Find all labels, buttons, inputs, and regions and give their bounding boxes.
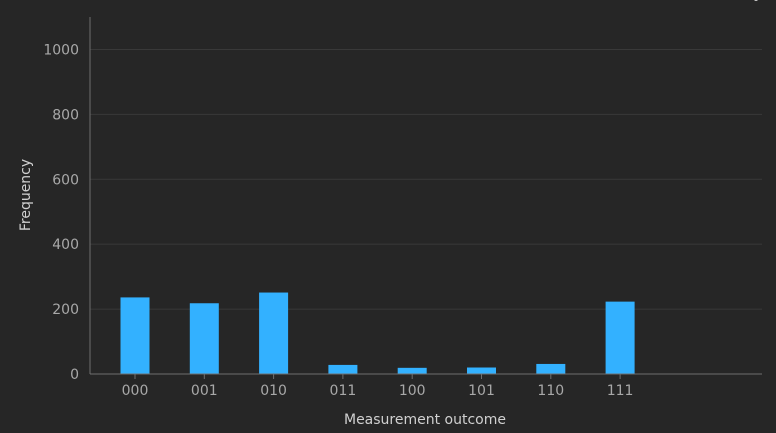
bar-101[interactable] bbox=[467, 367, 496, 374]
bar-010[interactable] bbox=[259, 292, 289, 374]
y-tick-label: 800 bbox=[52, 107, 79, 123]
bar-110[interactable] bbox=[536, 363, 566, 374]
y-tick-label: 400 bbox=[52, 237, 79, 253]
bar-011[interactable] bbox=[328, 364, 358, 374]
x-tick-label: 010 bbox=[260, 383, 287, 399]
y-axis-title: Frequency bbox=[18, 159, 34, 231]
y-tick-label: 0 bbox=[70, 367, 79, 383]
x-tick-label: 110 bbox=[537, 383, 564, 399]
grid-lines bbox=[90, 48, 762, 310]
x-tick-label: 000 bbox=[122, 383, 149, 399]
x-tick-label: 100 bbox=[399, 383, 426, 399]
x-tick-label: 111 bbox=[607, 383, 634, 399]
x-axis-title: Measurement outcome bbox=[344, 412, 506, 428]
bar-001[interactable] bbox=[189, 303, 219, 374]
y-tick-labels: 0 200 400 600 800 1000 bbox=[43, 42, 79, 383]
bar-000[interactable] bbox=[120, 297, 150, 374]
y-tick-label: 200 bbox=[52, 302, 79, 318]
bar-100[interactable] bbox=[397, 367, 427, 374]
x-tick-label: 011 bbox=[330, 383, 357, 399]
x-tick-label: 001 bbox=[191, 383, 218, 399]
y-tick-label: 1000 bbox=[43, 42, 79, 58]
x-tick-label: 101 bbox=[468, 383, 495, 399]
bars bbox=[120, 292, 635, 374]
axes bbox=[89, 17, 762, 375]
x-tick-labels: 000 001 010 011 100 101 110 111 bbox=[122, 374, 634, 399]
menu-dot-icon[interactable] bbox=[754, 0, 758, 1]
y-tick-label: 600 bbox=[52, 172, 79, 188]
bar-111[interactable] bbox=[605, 301, 635, 374]
